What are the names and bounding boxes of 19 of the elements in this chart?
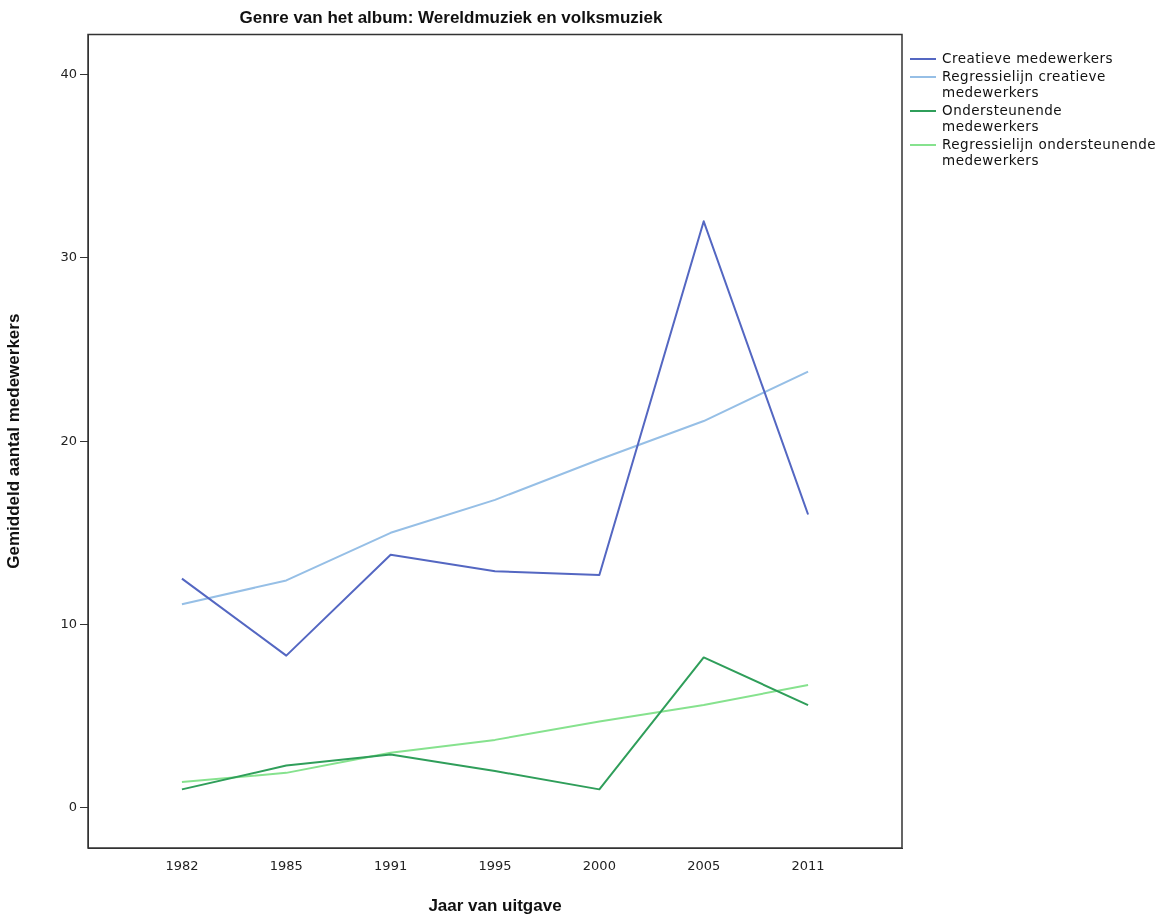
chart-title: Genre van het album: Wereldmuziek en volksmuziek [239,7,664,27]
y-tick-label: 0 [68,799,77,815]
x-tick-label: 2000 [582,858,616,874]
x-tick-label: 1985 [269,858,303,874]
legend-label: Creatieve medewerkers [942,50,1114,66]
x-tick-label: 1982 [165,858,199,874]
x-tick-label: 1991 [374,858,408,874]
x-axis-title: Jaar van uitgave [428,896,562,916]
x-tick-label: 1995 [478,858,512,874]
legend-label: Regressielijn creatieve medewerkers [942,68,1107,100]
y-axis-title: Gemiddeld aantal medewerkers [3,313,23,569]
y-tick-label: 30 [60,249,77,265]
legend-label: Regressielijn ondersteunende medewerkers [942,136,1158,168]
y-tick-label: 40 [60,66,77,82]
y-tick-label: 10 [60,615,77,631]
x-tick-label: 2011 [791,858,825,874]
legend-label: Ondersteunende medewerkers [942,102,1064,134]
y-tick-label: 20 [60,432,77,448]
x-tick-label: 2005 [687,858,721,874]
